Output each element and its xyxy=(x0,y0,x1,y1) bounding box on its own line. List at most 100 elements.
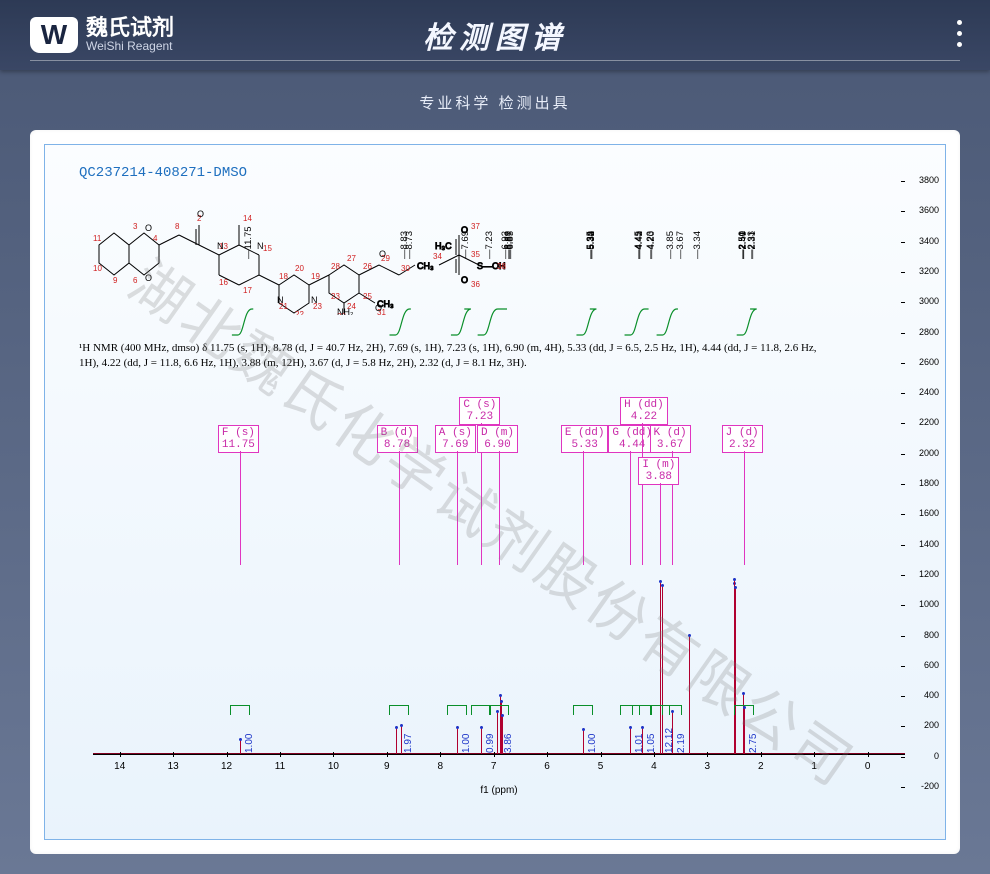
svg-text:9: 9 xyxy=(113,276,118,285)
x-tick: 7 xyxy=(491,761,497,772)
ppm-label: —3.67 xyxy=(675,231,686,259)
svg-text:19: 19 xyxy=(311,272,320,281)
svg-text:O: O xyxy=(379,249,386,259)
assign-box: J (d)2.32 xyxy=(722,425,763,453)
x-tick: 12 xyxy=(221,761,232,772)
y-tick: 1000 xyxy=(905,599,939,609)
integral-value: 0.99 xyxy=(485,734,496,753)
assign-box: K (d)3.67 xyxy=(650,425,691,453)
svg-text:27: 27 xyxy=(347,254,356,263)
svg-text:28: 28 xyxy=(331,262,340,271)
spectrum-peak xyxy=(240,738,241,754)
assign-box: A (s)7.69 xyxy=(435,425,476,453)
svg-text:O: O xyxy=(145,273,152,283)
integral-bracket xyxy=(447,705,467,715)
assign-leader xyxy=(399,451,400,565)
x-axis-label: f1 (ppm) xyxy=(480,785,517,796)
y-tick: 1400 xyxy=(905,539,939,549)
x-axis: f1 (ppm) 14131211109876543210 xyxy=(93,757,905,797)
x-tick: 2 xyxy=(758,761,764,772)
integral-value: 1.00 xyxy=(461,734,472,753)
svg-text:H₃C: H₃C xyxy=(435,241,452,251)
assign-leader xyxy=(642,423,643,565)
integral-value: 1.05 xyxy=(646,734,657,753)
svg-text:O: O xyxy=(145,223,152,233)
svg-text:38: 38 xyxy=(497,262,506,271)
y-tick: -200 xyxy=(905,781,939,791)
spectrum-panel: QC237214-408271-DMSO xyxy=(44,144,946,840)
assign-box: E (dd)5.33 xyxy=(561,425,609,453)
logo-mark-icon: W xyxy=(30,17,78,53)
assign-box: B (d)8.78 xyxy=(377,425,418,453)
svg-text:30: 30 xyxy=(401,264,410,273)
y-tick: 1600 xyxy=(905,508,939,518)
spectrum-peak xyxy=(630,726,631,754)
spectrum-peak xyxy=(583,728,584,754)
x-tick: 6 xyxy=(544,761,550,772)
integral-value: 1.00 xyxy=(587,734,598,753)
integral-bracket xyxy=(573,705,593,715)
svg-text:20: 20 xyxy=(295,264,304,273)
integral-value: 1.00 xyxy=(244,734,255,753)
assign-box: F (s)11.75 xyxy=(218,425,259,453)
ppm-label: —7.69 xyxy=(460,231,471,259)
integral-bracket xyxy=(662,705,682,715)
x-tick: 4 xyxy=(651,761,657,772)
svg-text:36: 36 xyxy=(471,280,480,289)
svg-text:37: 37 xyxy=(471,222,480,231)
spectrum-peak xyxy=(497,710,498,754)
x-tick: 3 xyxy=(705,761,711,772)
ppm-label: —2.31 xyxy=(747,231,758,259)
x-tick: 13 xyxy=(168,761,179,772)
logo-text-cn: 魏氏试剂 xyxy=(86,17,174,39)
y-tick: 3400 xyxy=(905,236,939,246)
integral-bracket xyxy=(389,705,409,715)
y-tick: 3200 xyxy=(905,266,939,276)
svg-text:8: 8 xyxy=(175,222,180,231)
ppm-label: —6.85 xyxy=(505,231,516,259)
y-tick: 2400 xyxy=(905,387,939,397)
assign-leader xyxy=(499,451,500,565)
y-tick: 1800 xyxy=(905,478,939,488)
spectrum-peak xyxy=(662,584,663,754)
assign-box: H (dd)4.22 xyxy=(620,397,668,425)
integral-bracket xyxy=(632,705,652,715)
y-tick: 0 xyxy=(905,751,939,761)
assign-box: D (m)6.90 xyxy=(477,425,518,453)
y-tick: 800 xyxy=(905,630,939,640)
app-header: W 魏氏试剂 WeiShi Reagent 检测图谱 xyxy=(0,0,990,70)
ppm-label: —11.75 xyxy=(243,226,254,259)
integral-value: 12.12 xyxy=(664,728,675,753)
spectrum-peak xyxy=(481,726,482,754)
header-divider xyxy=(30,60,960,61)
svg-text:14: 14 xyxy=(243,214,252,223)
integral-value: 1.97 xyxy=(403,734,414,753)
svg-text:35: 35 xyxy=(471,250,480,259)
assign-leader xyxy=(630,451,631,565)
svg-text:O: O xyxy=(197,209,204,219)
page-subtitle: 专业科学 检测出具 xyxy=(0,92,990,113)
integral-value: 2.19 xyxy=(676,734,687,753)
ppm-label: —4.20 xyxy=(646,231,657,259)
y-tick: 1200 xyxy=(905,569,939,579)
y-tick: 2600 xyxy=(905,357,939,367)
ppm-label: —7.23 xyxy=(484,231,495,259)
svg-text:10: 10 xyxy=(93,264,102,273)
y-tick: 400 xyxy=(905,690,939,700)
svg-text:15: 15 xyxy=(263,244,272,253)
svg-text:26: 26 xyxy=(363,262,372,271)
spectrum-peak xyxy=(735,586,736,754)
x-tick: 9 xyxy=(384,761,390,772)
assign-leader xyxy=(744,451,745,565)
svg-text:18: 18 xyxy=(279,272,288,281)
logo-text-en: WeiShi Reagent xyxy=(86,39,174,53)
ppm-label: —3.34 xyxy=(692,231,703,259)
x-tick: 10 xyxy=(328,761,339,772)
assign-leader xyxy=(240,451,241,565)
spectrum-peak xyxy=(396,726,397,754)
y-tick: 3800 xyxy=(905,175,939,185)
svg-text:11: 11 xyxy=(93,234,102,243)
assign-leader xyxy=(660,483,661,565)
x-tick: 1 xyxy=(811,761,817,772)
more-icon[interactable] xyxy=(957,20,962,47)
